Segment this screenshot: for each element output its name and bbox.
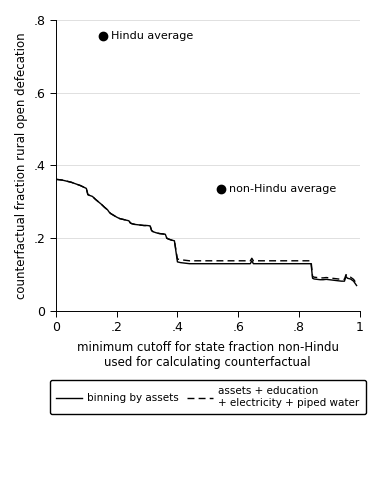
X-axis label: minimum cutoff for state fraction non-Hindu
used for calculating counterfactual: minimum cutoff for state fraction non-Hi…: [77, 342, 339, 369]
Legend: binning by assets, assets + education
+ electricity + piped water: binning by assets, assets + education + …: [50, 380, 366, 414]
Text: non-Hindu average: non-Hindu average: [229, 184, 336, 194]
Y-axis label: counterfactual fraction rural open defecation: counterfactual fraction rural open defec…: [15, 32, 28, 299]
Text: Hindu average: Hindu average: [111, 32, 193, 42]
